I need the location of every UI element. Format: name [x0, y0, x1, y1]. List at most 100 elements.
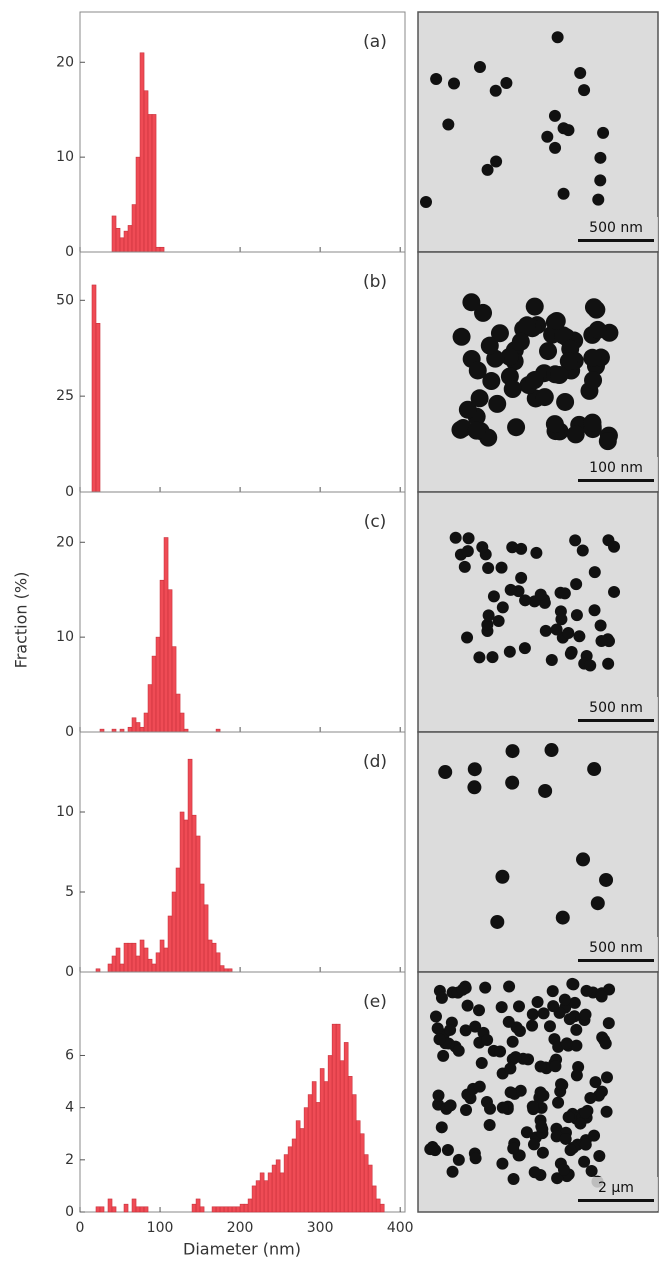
scale-bar-label: 2 μm	[598, 1180, 634, 1196]
particle	[507, 418, 526, 437]
particle	[430, 72, 443, 85]
bar	[247, 1198, 253, 1213]
particle	[602, 657, 615, 670]
x-tick-label: 400	[387, 1220, 414, 1236]
particle	[420, 195, 432, 208]
particle	[462, 293, 481, 312]
particle	[459, 1024, 472, 1037]
particle	[484, 1102, 497, 1115]
particle	[550, 623, 563, 636]
bar	[127, 942, 133, 973]
bar	[287, 1146, 293, 1213]
particle	[565, 645, 578, 658]
particle	[569, 534, 582, 547]
bar	[107, 1198, 113, 1213]
bar	[135, 722, 141, 733]
particle	[435, 991, 448, 1004]
particle	[481, 1033, 494, 1046]
particle	[426, 1141, 439, 1154]
particle	[496, 1157, 509, 1170]
x-tick-label: 200	[227, 1220, 254, 1236]
particle	[588, 1129, 601, 1142]
particle	[482, 372, 501, 391]
bar	[259, 1172, 265, 1213]
particle	[580, 984, 593, 997]
particle	[579, 1138, 592, 1151]
bar	[143, 712, 149, 733]
y-axis-label: Fraction (%)	[12, 572, 31, 669]
particle	[593, 1149, 606, 1162]
bar	[311, 1081, 317, 1213]
particle	[496, 1101, 509, 1114]
particle	[535, 1120, 548, 1133]
bar	[171, 646, 177, 733]
bar	[139, 726, 145, 733]
particle	[551, 31, 564, 44]
particle	[550, 366, 569, 385]
bar	[303, 1107, 309, 1213]
particle	[519, 594, 532, 607]
particle	[579, 1008, 592, 1021]
bar	[167, 589, 173, 733]
particle	[473, 651, 486, 664]
particle	[559, 352, 578, 371]
particle	[608, 585, 621, 598]
particle	[588, 320, 607, 339]
particle	[558, 587, 571, 600]
particle	[539, 342, 558, 361]
bar	[127, 726, 133, 733]
bar	[231, 1206, 237, 1213]
particle	[507, 1172, 520, 1185]
scale-bar-bg	[574, 937, 658, 971]
particle	[490, 914, 505, 929]
particle	[547, 1000, 560, 1013]
bar	[171, 891, 177, 973]
particle	[462, 532, 475, 545]
bar	[155, 952, 161, 973]
particle	[470, 389, 489, 408]
particle	[500, 347, 519, 366]
particle	[472, 1004, 485, 1017]
particle	[583, 413, 602, 432]
bar	[135, 955, 141, 973]
bar	[199, 883, 205, 973]
particle	[549, 141, 562, 154]
particle	[437, 1049, 450, 1062]
particle	[556, 1078, 569, 1091]
bar	[235, 1206, 241, 1213]
particle	[555, 613, 568, 626]
scale-bar	[578, 1199, 654, 1202]
bar	[151, 114, 157, 253]
bar	[191, 1203, 197, 1213]
particle	[535, 388, 554, 407]
particle	[595, 635, 608, 648]
particle	[525, 297, 544, 316]
particle	[550, 1130, 563, 1143]
bar	[115, 947, 121, 973]
bar	[323, 1081, 329, 1213]
particle	[504, 1086, 517, 1099]
tem-image	[417, 11, 659, 253]
particle	[539, 624, 552, 637]
particle	[557, 1163, 570, 1176]
particle	[458, 560, 471, 573]
bar	[147, 958, 153, 973]
panel-label: (d)	[363, 752, 387, 772]
bar	[375, 1198, 381, 1213]
bar	[251, 1185, 257, 1213]
particle	[589, 1076, 602, 1089]
particle	[602, 1017, 615, 1030]
panel-label: (b)	[363, 272, 387, 292]
particle	[481, 163, 494, 176]
particle	[525, 371, 544, 390]
bar	[159, 579, 165, 733]
bar	[175, 693, 181, 733]
particle	[551, 1172, 564, 1185]
particle	[574, 66, 587, 79]
particle	[600, 1105, 613, 1118]
particle	[496, 601, 509, 614]
y-tick-label: 0	[65, 244, 74, 260]
particle	[578, 1155, 591, 1168]
particle	[495, 561, 508, 574]
particle	[590, 896, 605, 911]
